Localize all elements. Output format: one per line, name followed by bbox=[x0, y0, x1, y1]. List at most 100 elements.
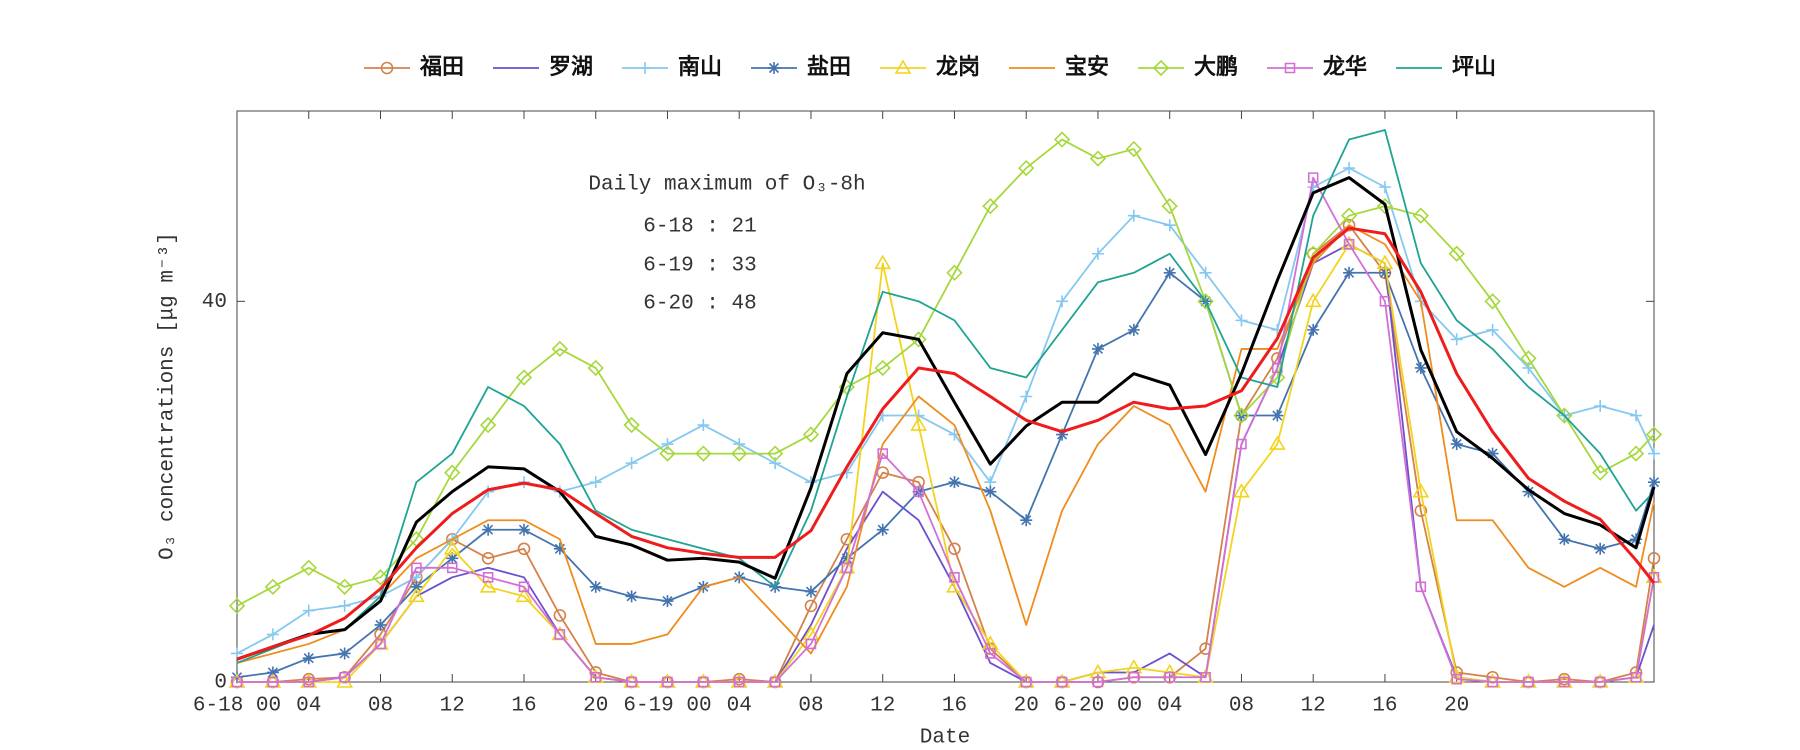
marker bbox=[1125, 659, 1143, 674]
marker bbox=[515, 587, 533, 603]
marker bbox=[1378, 266, 1391, 279]
marker bbox=[1487, 676, 1498, 688]
marker bbox=[1056, 428, 1069, 441]
marker bbox=[553, 609, 567, 622]
marker bbox=[410, 580, 423, 593]
marker bbox=[1522, 361, 1535, 374]
marker bbox=[804, 599, 818, 613]
legend-marker bbox=[1284, 62, 1296, 74]
marker bbox=[1164, 671, 1176, 683]
legend-marker bbox=[1152, 59, 1170, 77]
marker bbox=[912, 409, 925, 422]
marker bbox=[1486, 447, 1499, 460]
x-tick-label: 6-19 00 bbox=[623, 695, 711, 718]
marker bbox=[1647, 552, 1661, 565]
marker bbox=[1127, 209, 1140, 222]
marker bbox=[661, 595, 674, 608]
x-tick-label: 04 bbox=[727, 695, 752, 718]
marker bbox=[336, 578, 353, 595]
marker bbox=[1648, 476, 1660, 489]
marker bbox=[231, 676, 243, 688]
legend-label: 南山 bbox=[678, 55, 722, 80]
series-line bbox=[236, 271, 1655, 679]
marker bbox=[769, 676, 781, 688]
marker bbox=[949, 572, 960, 583]
marker bbox=[948, 542, 961, 555]
marker bbox=[479, 578, 497, 593]
marker bbox=[1378, 181, 1391, 194]
marker bbox=[1630, 409, 1643, 422]
marker bbox=[481, 552, 495, 565]
marker bbox=[1343, 162, 1356, 175]
marker bbox=[1020, 514, 1033, 527]
marker bbox=[1091, 247, 1104, 260]
marker bbox=[1340, 207, 1358, 224]
marker bbox=[372, 569, 389, 586]
legend-label: 罗湖 bbox=[549, 55, 593, 80]
x-tick-label: 6-20 00 bbox=[1054, 695, 1142, 718]
x-tick-label: 16 bbox=[1372, 695, 1397, 718]
series-line bbox=[236, 226, 1656, 661]
marker bbox=[985, 648, 996, 659]
annotation-title: Daily maximum of O₃-8h bbox=[588, 174, 865, 197]
marker bbox=[841, 562, 853, 574]
marker bbox=[374, 618, 387, 631]
marker bbox=[1092, 676, 1104, 688]
marker bbox=[877, 448, 889, 459]
marker bbox=[874, 254, 892, 270]
marker bbox=[1558, 533, 1571, 546]
marker bbox=[1268, 435, 1286, 450]
marker bbox=[1412, 483, 1430, 498]
legend-label: 盐田 bbox=[807, 55, 851, 80]
marker bbox=[587, 359, 604, 377]
marker bbox=[840, 552, 853, 565]
marker bbox=[1125, 140, 1142, 158]
marker bbox=[554, 629, 566, 640]
x-tick-label: 16 bbox=[942, 695, 967, 718]
marker bbox=[876, 466, 890, 479]
marker bbox=[1451, 673, 1462, 685]
marker bbox=[1020, 676, 1032, 688]
marker bbox=[1630, 533, 1643, 546]
marker bbox=[590, 671, 602, 683]
marker bbox=[1414, 361, 1427, 374]
marker bbox=[338, 647, 351, 660]
marker bbox=[1089, 150, 1107, 167]
marker bbox=[1020, 390, 1033, 403]
marker bbox=[876, 523, 889, 536]
marker bbox=[553, 542, 566, 555]
marker bbox=[982, 198, 999, 215]
marker bbox=[1233, 407, 1250, 424]
marker bbox=[1448, 668, 1466, 684]
x-tick-label: 6-18 00 bbox=[193, 695, 281, 718]
x-tick-label: 16 bbox=[511, 695, 536, 718]
marker bbox=[805, 638, 817, 650]
marker bbox=[515, 369, 533, 386]
marker bbox=[662, 676, 673, 688]
plot-frame bbox=[236, 110, 1655, 683]
y-axis-label: O₃ concentrations [μg m⁻³] bbox=[157, 232, 180, 560]
marker bbox=[1648, 447, 1660, 460]
marker bbox=[1161, 198, 1178, 215]
x-tick-label: 12 bbox=[870, 695, 895, 718]
marker bbox=[300, 559, 317, 576]
marker bbox=[517, 542, 531, 555]
marker bbox=[517, 523, 530, 536]
marker bbox=[1053, 131, 1071, 148]
marker bbox=[1235, 314, 1248, 327]
marker bbox=[661, 438, 674, 451]
marker bbox=[1379, 296, 1391, 307]
marker bbox=[1412, 207, 1429, 224]
annotation-line: 6-19 : 33 bbox=[643, 255, 756, 278]
marker bbox=[697, 419, 710, 432]
marker bbox=[1199, 266, 1212, 279]
marker bbox=[626, 676, 637, 688]
marker bbox=[1592, 464, 1609, 481]
marker bbox=[1272, 362, 1283, 374]
legend-marker bbox=[768, 62, 780, 74]
marker bbox=[1376, 198, 1394, 215]
marker bbox=[1448, 245, 1465, 262]
marker bbox=[443, 540, 461, 555]
marker bbox=[1556, 407, 1573, 424]
x-tick-label: 04 bbox=[1157, 695, 1182, 718]
